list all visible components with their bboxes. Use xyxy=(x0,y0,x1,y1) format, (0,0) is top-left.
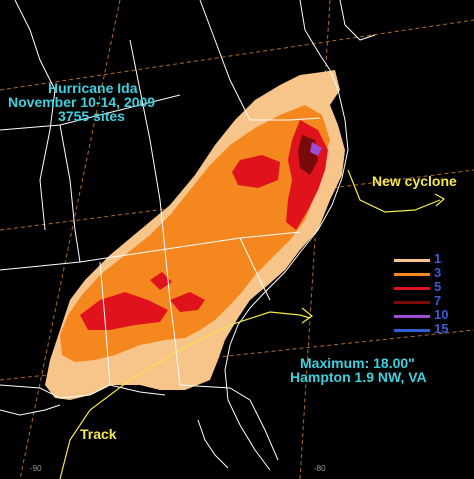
legend-swatch xyxy=(394,287,430,290)
legend-item: 10 xyxy=(394,307,464,323)
legend-swatch xyxy=(394,329,430,332)
legend-item: 15 xyxy=(394,321,464,337)
legend-value: 15 xyxy=(434,321,449,336)
legend-value: 1 xyxy=(434,251,442,266)
legend-value: 7 xyxy=(434,293,442,308)
maximum-location-label: Hampton 1.9 NW, VA xyxy=(290,369,427,385)
legend-item: 1 xyxy=(394,251,464,267)
storm-track xyxy=(59,169,441,479)
legend-value: 5 xyxy=(434,279,442,294)
title-line-2: November 10-14, 2009 xyxy=(8,94,156,110)
legend-item: 5 xyxy=(394,279,464,295)
title-line-3: 3755 sites xyxy=(58,108,125,124)
longitude-tick-right: -80 xyxy=(314,464,326,473)
legend-value: 3 xyxy=(434,265,442,280)
legend-value: 10 xyxy=(434,307,449,322)
longitude-tick-left: -90 xyxy=(30,464,42,473)
legend-swatch xyxy=(394,259,430,262)
new-cyclone-label: New cyclone xyxy=(372,173,457,189)
track-arrowheads xyxy=(301,193,446,324)
legend-swatch xyxy=(394,301,430,304)
legend-item: 3 xyxy=(394,265,464,281)
maximum-label: Maximum: 18.00" xyxy=(300,355,415,371)
title-line-1: Hurricane Ida xyxy=(48,80,138,96)
rainfall-10-inch-region xyxy=(310,142,322,156)
track-label: Track xyxy=(80,426,117,442)
legend-item: 7 xyxy=(394,293,464,309)
legend-swatch xyxy=(394,315,430,318)
legend-swatch xyxy=(394,273,430,276)
